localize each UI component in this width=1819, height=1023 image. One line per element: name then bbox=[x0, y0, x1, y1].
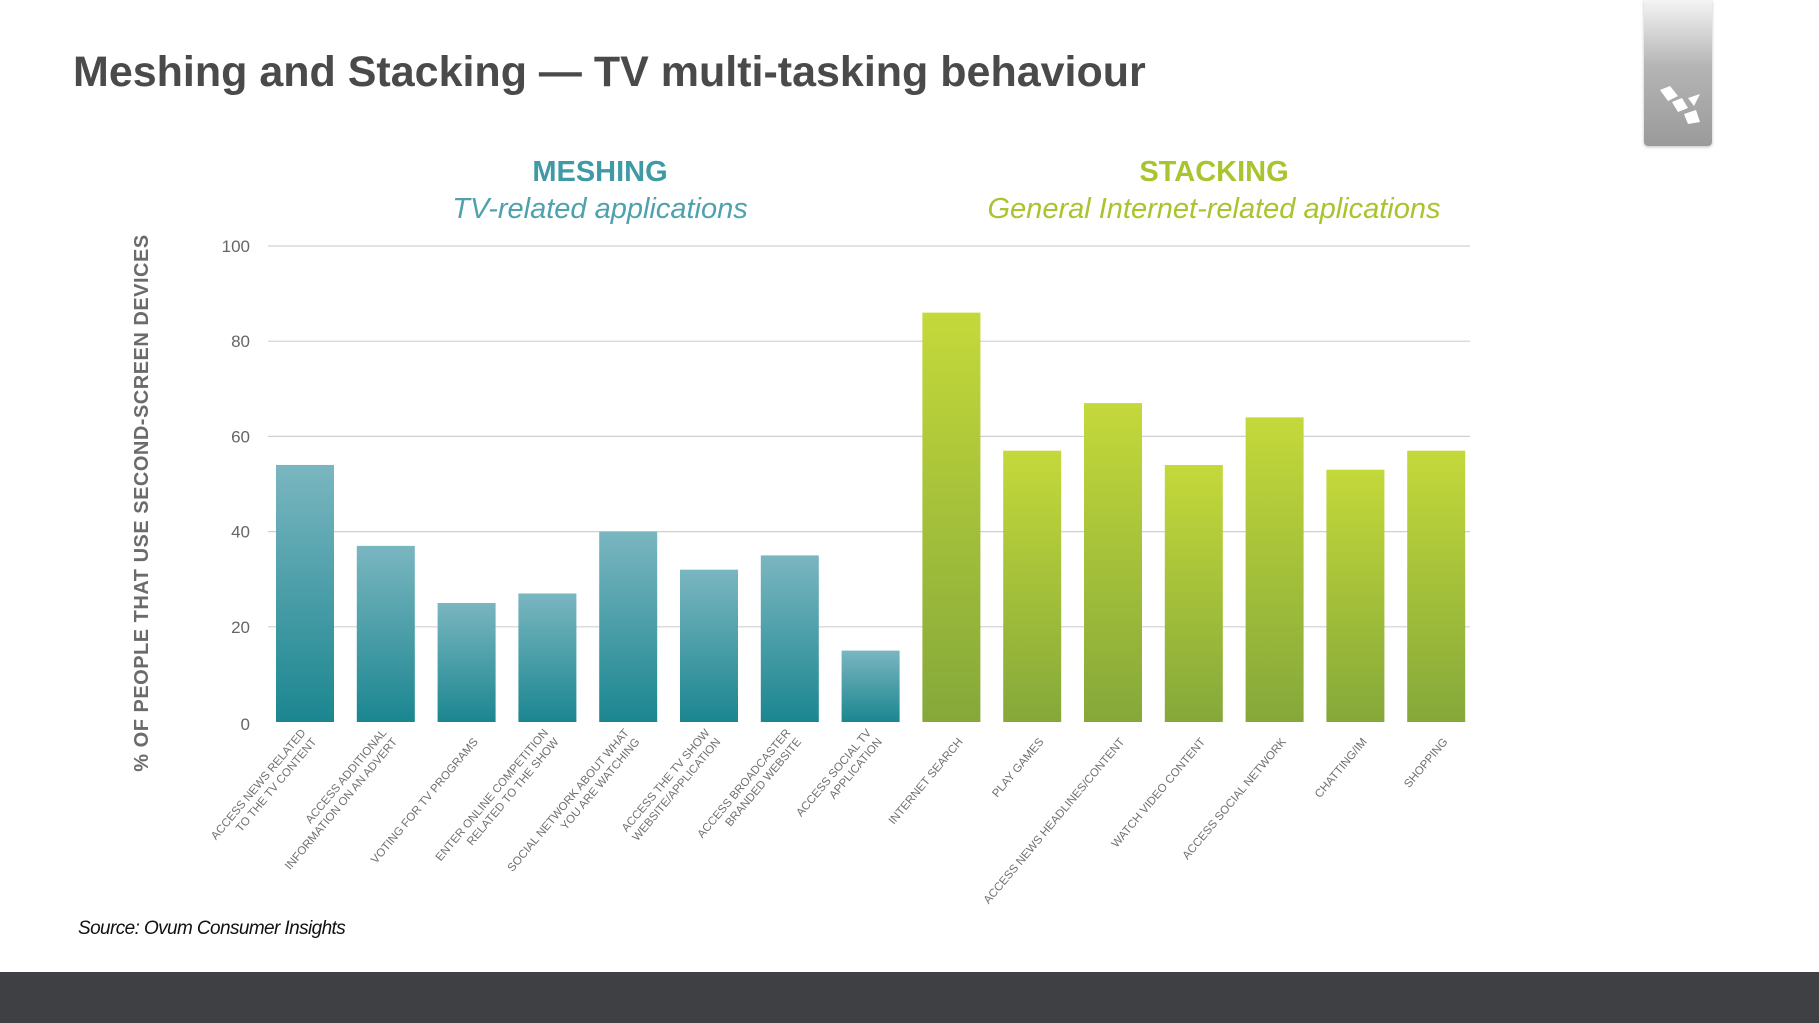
bar bbox=[1407, 450, 1466, 722]
y-tick-label: 100 bbox=[222, 237, 250, 256]
y-tick-label: 60 bbox=[231, 427, 250, 446]
y-tick-label: 0 bbox=[241, 715, 250, 734]
slide-title: Meshing and Stacking — TV multi-tasking … bbox=[73, 48, 1146, 96]
footer-bar bbox=[0, 972, 1819, 1023]
bar bbox=[1003, 450, 1062, 722]
y-axis-title: % OF PEOPLE THAT USE SECOND-SCREEN DEVIC… bbox=[131, 234, 153, 771]
chart: 0 20 40 60 80 100 % OF PEOPLE THAT USE SECOND-… bbox=[131, 156, 1470, 906]
x-tick-label: INTERNET SEARCH bbox=[887, 736, 966, 827]
bar bbox=[1326, 469, 1385, 722]
x-tick-label-line: WATCH VIDEO CONTENT bbox=[1110, 736, 1208, 850]
x-tick-label-line: INTERNET SEARCH bbox=[887, 736, 966, 827]
bar bbox=[437, 603, 496, 722]
bar bbox=[599, 531, 658, 722]
bar bbox=[1245, 417, 1304, 722]
group-subheading: TV-related applications bbox=[452, 193, 748, 225]
x-tick-label-line: SHOPPING bbox=[1402, 736, 1450, 790]
company-logo-icon bbox=[1660, 86, 1700, 124]
group-heading: STACKING bbox=[1139, 156, 1288, 188]
bar bbox=[1164, 464, 1223, 722]
bar bbox=[680, 569, 738, 722]
y-tick-label: 80 bbox=[231, 332, 250, 351]
x-tick-label-line: ACCESS NEWS RELATED bbox=[209, 727, 308, 842]
bar bbox=[1084, 403, 1142, 722]
x-tick-label: ACCESS NEWS HEADLINES/CONTENT bbox=[982, 736, 1128, 906]
x-tick-label-line: PLAY GAMES bbox=[990, 736, 1046, 800]
group-heading: MESHING bbox=[532, 156, 667, 188]
x-tick-label-line: ACCESS SOCIAL TV bbox=[794, 727, 874, 819]
bar bbox=[356, 545, 415, 722]
x-tick-label-line: ACCESS ADDITIONAL bbox=[304, 727, 390, 826]
x-tick-label: CHATTING/IM bbox=[1313, 736, 1370, 800]
bar bbox=[922, 312, 981, 722]
x-tick-label: PLAY GAMES bbox=[990, 736, 1046, 800]
x-tick-label-line: CHATTING/IM bbox=[1313, 736, 1370, 800]
x-tick-label: ACCESS SOCIAL TVAPPLICATION bbox=[794, 727, 885, 828]
x-tick-label-line: ACCESS NEWS HEADLINES/CONTENT bbox=[982, 736, 1128, 906]
x-tick-label: ACCESS NEWS RELATEDTO THE TV CONTENT bbox=[209, 727, 319, 851]
logo-tab bbox=[1644, 0, 1712, 146]
bar bbox=[760, 555, 819, 722]
x-tick-label: WATCH VIDEO CONTENT bbox=[1110, 736, 1208, 850]
bar bbox=[841, 650, 900, 722]
bar bbox=[276, 464, 334, 722]
group-subheading: General Internet-related aplications bbox=[988, 193, 1441, 225]
x-tick-label: SHOPPING bbox=[1402, 736, 1450, 790]
source-note: Source: Ovum Consumer Insights bbox=[78, 918, 346, 939]
bar bbox=[518, 593, 577, 722]
y-tick-label: 40 bbox=[231, 523, 250, 542]
y-tick-label: 20 bbox=[231, 618, 250, 637]
x-tick-label: ENTER ONLINE COMPETITIONRELATED TO THE S… bbox=[434, 727, 562, 873]
